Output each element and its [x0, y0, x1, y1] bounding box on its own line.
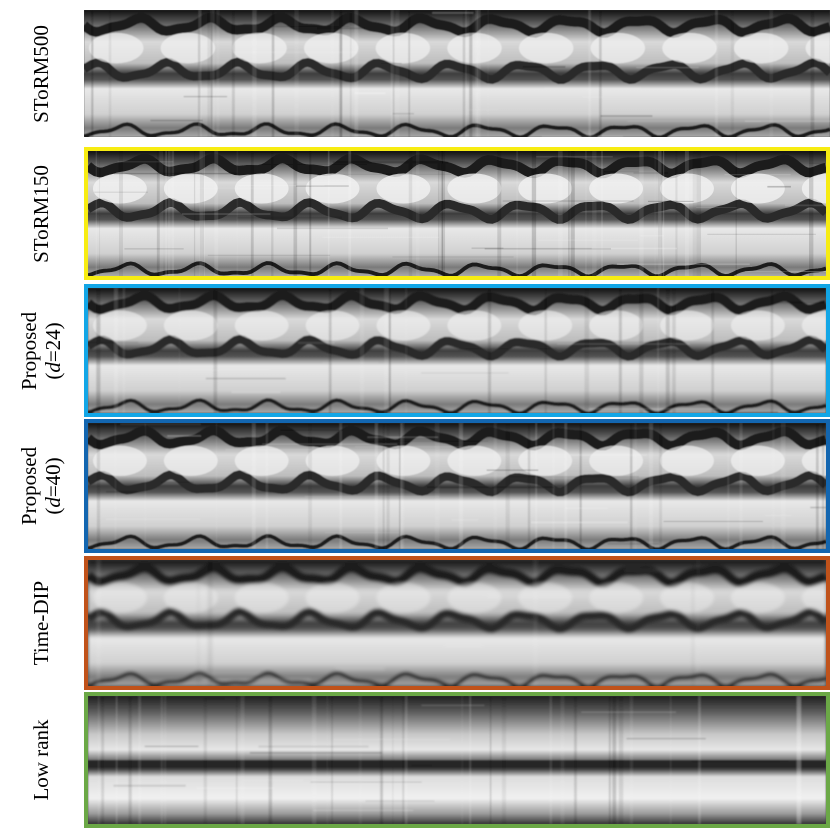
panel-label: Proposed (d=40)	[17, 446, 65, 526]
image-panel-storm150	[84, 147, 830, 280]
panel-label: SToRM150	[29, 164, 53, 263]
row-proposed-d40: Proposed (d=40)	[0, 419, 832, 553]
panel-label: Time-DIP	[29, 580, 53, 666]
image-panel-proposed-d40	[84, 419, 830, 553]
image-panel-low-rank	[84, 692, 830, 828]
row-low-rank: Low rank	[0, 692, 832, 828]
image-panel-time-dip	[84, 556, 830, 690]
panel-label: Proposed (d=24)	[17, 311, 65, 390]
image-panel-proposed-d24	[84, 284, 830, 417]
row-time-dip: Time-DIP	[0, 556, 832, 690]
panel-label: Low rank	[29, 719, 53, 801]
row-proposed-d24: Proposed (d=24)	[0, 284, 832, 417]
row-storm150: SToRM150	[0, 147, 832, 280]
row-storm500: SToRM500	[0, 10, 832, 137]
panel-label: SToRM500	[29, 24, 53, 123]
image-panel-storm500	[84, 10, 830, 137]
